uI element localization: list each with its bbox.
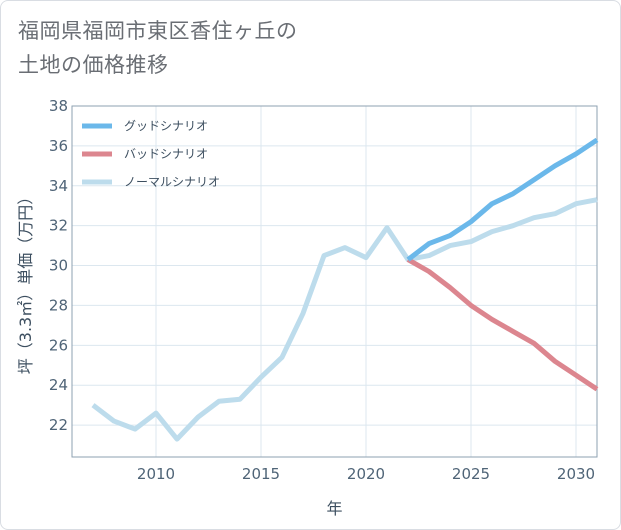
y-axis-label: 坪（3.3㎡）単価（万円） (16, 189, 35, 374)
series-line-2 (91, 197, 598, 442)
x-tick-label: 2025 (452, 465, 490, 483)
plot-area-border (71, 105, 598, 458)
legend-label: バッドシナリオ (124, 147, 208, 161)
x-tick-label: 2030 (557, 465, 595, 483)
y-tick-label: 22 (49, 416, 68, 434)
x-axis-label: 年 (326, 499, 342, 518)
x-tick-label: 2020 (347, 465, 385, 483)
y-tick-label: 34 (49, 177, 68, 195)
y-tick-label: 30 (49, 257, 68, 275)
y-tick-label: 38 (49, 97, 68, 115)
x-tick-label: 2010 (137, 465, 175, 483)
series-line-0 (406, 137, 599, 262)
y-axis-ticks: 22 24 26 28 30 32 34 36 38 (49, 97, 68, 434)
grid-lines (72, 105, 597, 457)
legend-label: ノーマルシナリオ (124, 175, 220, 189)
x-tick-label: 2015 (242, 465, 280, 483)
series-lines (91, 137, 599, 442)
y-tick-label: 24 (49, 376, 68, 394)
series-line-1 (406, 257, 599, 392)
x-axis-ticks: 2010 2015 2020 2025 2030 (137, 465, 595, 483)
legend-label: グッドシナリオ (124, 119, 208, 133)
y-tick-label: 32 (49, 217, 68, 235)
y-tick-label: 36 (49, 137, 68, 155)
y-tick-label: 26 (49, 336, 68, 354)
chart-title: 福岡県福岡市東区香住ヶ丘の 土地の価格推移 (18, 14, 298, 82)
chart-title-line-1: 福岡県福岡市東区香住ヶ丘の (18, 19, 298, 43)
y-tick-label: 28 (49, 296, 68, 314)
chart-title-line-2: 土地の価格推移 (18, 53, 169, 77)
